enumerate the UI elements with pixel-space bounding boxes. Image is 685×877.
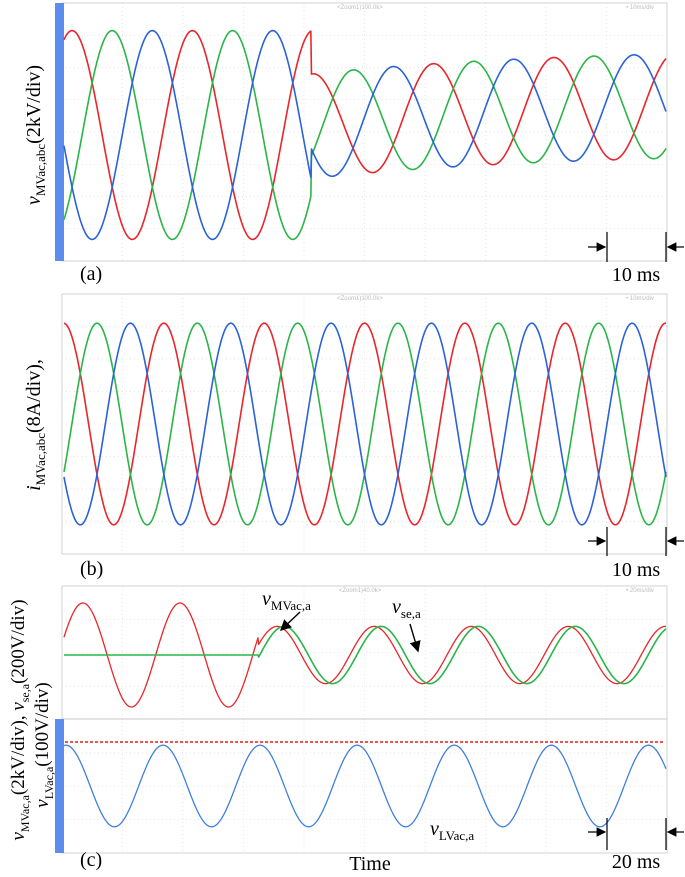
panel-a: <Zoom1)100.0k> • 10ms/div vMVac,abc(2kV/…: [23, 2, 684, 286]
panel-c-scope-header: <Zoom1)40.0k>: [339, 588, 382, 594]
panel-b-y-axis-label: iMVac,abc(8A/div),: [23, 359, 48, 491]
panel-b-scale-label: 10 ms: [612, 559, 661, 581]
panel-a-traces: [63, 29, 667, 241]
panel-a-scale-marker: [588, 232, 684, 262]
panel-b-phase-c-trace: [63, 322, 667, 526]
panel-a-timebase: • 10ms/div: [626, 5, 654, 11]
panel-b-grid: [62, 294, 667, 554]
panel-c-y-axis-label: vMVac,a(2kV/div), vse,a(200V/div): [8, 599, 32, 840]
panel-a-scope-header: <Zoom1)100.0k>: [337, 5, 383, 11]
panel-a-grid: [62, 3, 667, 261]
panel-a-y-axis-label: vMVac,abc(2kV/div): [23, 65, 48, 205]
panel-c-marker-bar: [55, 719, 64, 853]
panel-c-scale-marker: [588, 818, 684, 850]
panel-a-scale-label: 10 ms: [612, 264, 661, 286]
panel-c-traces: [63, 602, 667, 828]
panel-c: <Zoom1)40.0k> • 20ms/div vMVac,a(2kV/div…: [8, 585, 684, 875]
panel-b-timebase: • 10ms/div: [626, 296, 654, 302]
panel-c-x-axis-label: Time: [349, 853, 391, 875]
annotation-vmvac-a: vMVac,a: [262, 588, 311, 613]
panel-b-scope-header: <Zoom1)100.0k>: [337, 296, 383, 302]
panel-b: <Zoom1)100.0k> • 10ms/div iMVac,abc(8A/d…: [23, 293, 684, 581]
vlvac-a-trace: [63, 744, 667, 828]
panel-c-scale-label: 20 ms: [612, 851, 661, 873]
annotation-vmvac-a-arrow: [279, 611, 301, 631]
panel-b-phase-a-trace: [63, 322, 667, 526]
vse-a-trace: [63, 625, 667, 685]
panel-c-timebase: • 20ms/div: [626, 588, 654, 594]
annotation-vse-a: vse,a: [392, 596, 421, 621]
annotation-vse-a-arrow: [409, 623, 421, 653]
panel-a-marker-bar: [55, 3, 64, 261]
panel-a-letter: (a): [80, 263, 102, 285]
panel-a-phase-a-trace: [63, 29, 667, 241]
panel-c-letter: (c): [80, 849, 102, 871]
panel-a-phase-b-trace: [63, 29, 667, 241]
vmvac-a-trace: [63, 602, 667, 708]
panel-b-letter: (b): [80, 558, 103, 580]
panel-b-scale-marker: [588, 527, 684, 556]
panel-a-phase-c-trace: [63, 29, 667, 241]
panel-c-y-axis-label-2: vLVac,a(100V/div): [32, 682, 56, 807]
annotation-vlvac-a: vLVac,a: [430, 818, 474, 843]
panel-b-phase-b-trace: [63, 322, 667, 526]
panel-b-traces: [63, 322, 667, 526]
